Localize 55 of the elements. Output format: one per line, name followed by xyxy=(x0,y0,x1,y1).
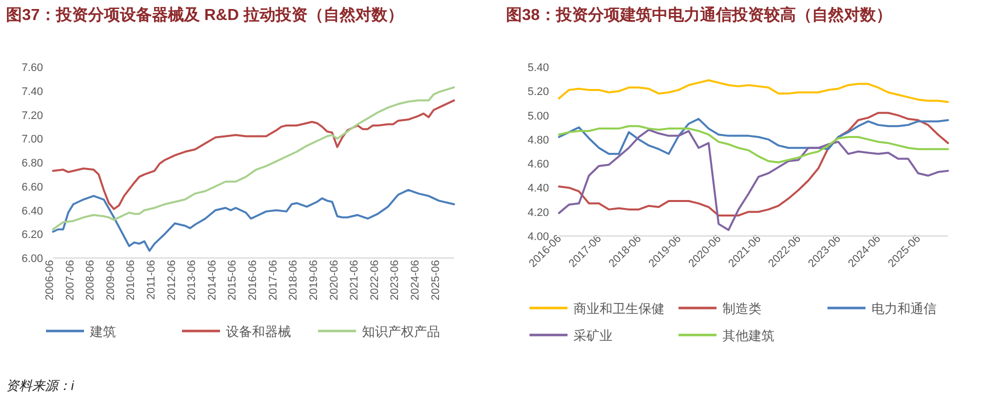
y-tick-label: 5.00 xyxy=(528,110,549,122)
line-series xyxy=(558,125,949,164)
legend-label: 知识产权产品 xyxy=(362,324,440,339)
x-tick-label: 2010-06 xyxy=(125,260,138,300)
y-tick-label: 6.80 xyxy=(22,158,43,170)
line-series xyxy=(558,79,949,104)
x-tick-label: 2007-06 xyxy=(64,260,76,300)
legend-label: 商业和卫生保健 xyxy=(574,301,664,316)
x-tick-label: 2021-06 xyxy=(348,260,361,300)
x-tick-label: 2019-06 xyxy=(308,260,320,300)
x-tick-label: 2025-06 xyxy=(430,260,442,300)
y-tick-label: 4.80 xyxy=(528,134,549,146)
y-tick-label: 6.00 xyxy=(22,253,43,265)
y-tick-label: 5.40 xyxy=(528,62,549,74)
legend-label: 设备和器械 xyxy=(226,324,291,339)
x-tick-label: 2015-06 xyxy=(226,260,239,300)
y-tick-label: 5.20 xyxy=(528,86,549,98)
x-tick-label: 2017-06 xyxy=(267,260,280,300)
line-series xyxy=(558,112,949,216)
legend-label: 采矿业 xyxy=(574,328,612,343)
y-tick-label: 6.40 xyxy=(22,205,43,218)
y-tick-label: 4.40 xyxy=(528,182,549,195)
x-tick-label: 2018-06 xyxy=(288,260,300,300)
line-series xyxy=(558,128,949,231)
line-series xyxy=(52,86,455,230)
chart-title: 图37：投资分项设备器械及 R&D 拉动投资（自然对数） xyxy=(6,6,404,24)
x-tick-label: 2009-06 xyxy=(104,260,117,300)
x-tick-label: 2014-06 xyxy=(206,260,218,300)
x-tick-label: 2008-06 xyxy=(84,260,97,300)
x-tick-label: 2023-06 xyxy=(389,260,402,300)
y-tick-label: 6.20 xyxy=(22,229,43,242)
y-tick-label: 6.60 xyxy=(22,181,43,194)
x-tick-label: 2013-06 xyxy=(186,260,198,300)
line-series xyxy=(558,118,949,155)
line-series xyxy=(52,188,455,252)
x-tick-label: 2022-06 xyxy=(368,260,381,300)
x-tick-label: 2024-06 xyxy=(409,260,422,300)
line-series xyxy=(52,99,455,210)
x-tick-label: 2011-06 xyxy=(146,260,158,300)
legend-label: 建筑 xyxy=(89,324,116,339)
legend-label: 电力和通信 xyxy=(872,301,936,316)
chart-title: 图38：投资分项建筑中电力通信投资较高（自然对数） xyxy=(506,5,892,24)
legend-label: 制造类 xyxy=(722,301,762,316)
x-tick-label: 2020-06 xyxy=(328,260,340,300)
y-tick-label: 7.20 xyxy=(22,110,43,122)
legend-label: 其他建筑 xyxy=(722,328,774,343)
y-tick-label: 7.00 xyxy=(22,134,43,146)
y-tick-label: 4.60 xyxy=(528,158,549,171)
x-tick-label: 2006-06 xyxy=(44,260,56,300)
y-tick-label: 7.60 xyxy=(22,62,43,74)
text: 资料来源：i xyxy=(6,378,75,393)
y-tick-label: 7.40 xyxy=(22,86,43,98)
x-tick-label: 2012-06 xyxy=(166,260,178,300)
y-tick-label: 4.20 xyxy=(528,206,549,219)
x-tick-label: 2016-06 xyxy=(247,260,260,300)
